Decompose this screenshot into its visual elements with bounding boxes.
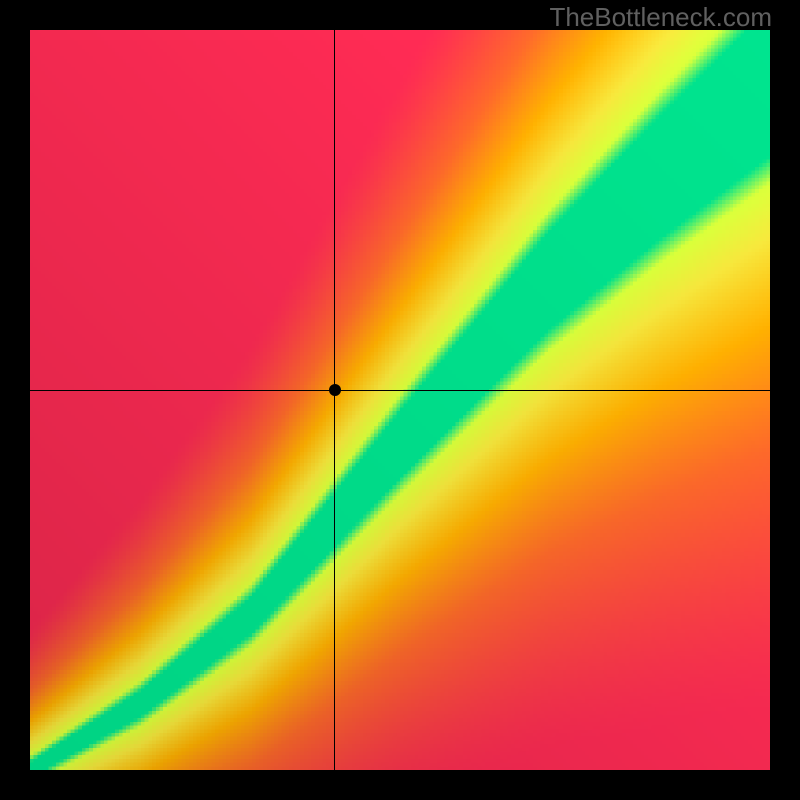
crosshair-marker — [329, 384, 341, 396]
watermark-text: TheBottleneck.com — [549, 2, 772, 33]
chart-container: TheBottleneck.com — [0, 0, 800, 800]
crosshair-horizontal — [30, 390, 770, 391]
heatmap-canvas — [30, 30, 770, 770]
crosshair-vertical — [334, 30, 335, 770]
